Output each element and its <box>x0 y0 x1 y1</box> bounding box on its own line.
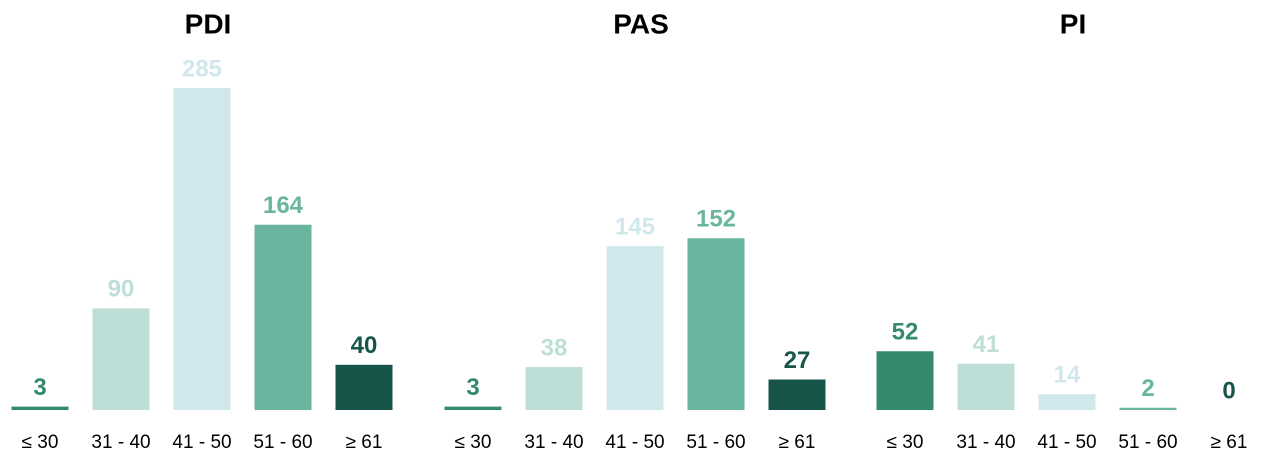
bar <box>92 308 150 410</box>
chart-title: PI <box>1060 8 1086 39</box>
bar <box>254 224 312 410</box>
x-tick-label: ≥ 61 <box>346 432 383 453</box>
chart-title: PDI <box>185 8 232 39</box>
x-tick-label: ≤ 30 <box>455 432 492 453</box>
bar <box>173 88 231 410</box>
chart-title: PAS <box>613 8 669 39</box>
value-label: 14 <box>1054 362 1081 389</box>
bar <box>606 246 664 410</box>
value-label: 285 <box>182 55 222 82</box>
x-tick-label: 41 - 50 <box>172 432 231 453</box>
x-tick-label: 31 - 40 <box>524 432 583 453</box>
x-tick-label: 51 - 60 <box>253 432 312 453</box>
bar <box>957 363 1015 410</box>
value-label: 90 <box>108 276 135 303</box>
bar <box>525 367 583 410</box>
bar <box>335 364 393 410</box>
value-label: 40 <box>351 332 378 359</box>
x-tick-label: ≥ 61 <box>1211 432 1248 453</box>
bar <box>11 406 69 410</box>
bar <box>687 238 745 410</box>
value-label: 27 <box>784 347 811 374</box>
x-tick-label: ≤ 30 <box>22 432 59 453</box>
x-tick-label: 51 - 60 <box>1118 432 1177 453</box>
value-label: 41 <box>973 331 1000 358</box>
value-label: 0 <box>1222 377 1235 404</box>
bar <box>1119 407 1177 410</box>
value-label: 52 <box>892 319 919 346</box>
value-label: 38 <box>541 334 568 361</box>
x-tick-label: 31 - 40 <box>956 432 1015 453</box>
x-tick-label: 31 - 40 <box>91 432 150 453</box>
value-label: 2 <box>1141 375 1154 402</box>
x-tick-label: 51 - 60 <box>686 432 745 453</box>
x-tick-label: ≥ 61 <box>779 432 816 453</box>
value-label: 145 <box>615 214 655 241</box>
x-tick-label: 41 - 50 <box>1037 432 1096 453</box>
bar <box>768 379 826 410</box>
bar <box>444 406 502 410</box>
x-tick-label: 41 - 50 <box>605 432 664 453</box>
value-label: 152 <box>696 206 736 233</box>
bar <box>876 351 934 410</box>
value-label: 3 <box>33 374 46 401</box>
x-tick-label: ≤ 30 <box>887 432 924 453</box>
value-label: 3 <box>466 374 479 401</box>
value-label: 164 <box>263 192 304 219</box>
bar <box>1038 394 1096 410</box>
